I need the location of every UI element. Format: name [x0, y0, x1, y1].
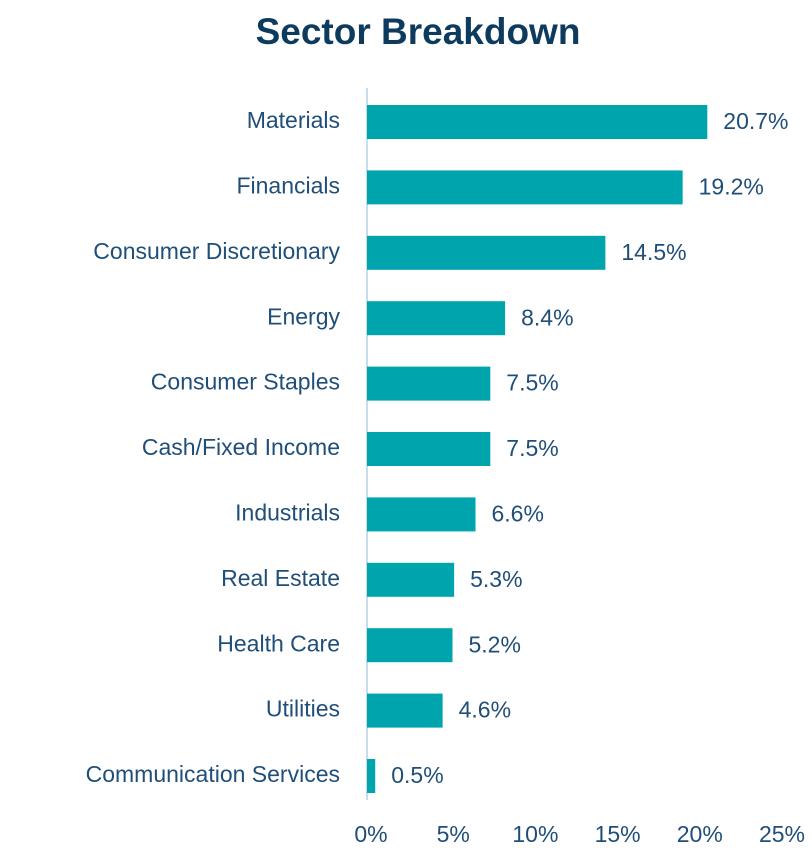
y-tick-label: Financials — [236, 172, 340, 198]
y-tick-label: Consumer Discretionary — [93, 238, 340, 264]
bar — [367, 628, 453, 663]
data-label: 7.5% — [506, 435, 558, 461]
y-tick-label: Consumer Staples — [151, 369, 340, 395]
bar — [367, 170, 683, 205]
x-tick-label: 25% — [759, 821, 805, 847]
y-tick-label: Communication Services — [86, 761, 340, 787]
bar — [367, 235, 606, 270]
data-label: 5.2% — [468, 631, 520, 657]
data-label: 5.3% — [470, 566, 522, 592]
data-label: 0.5% — [391, 762, 443, 788]
data-label: 4.6% — [459, 697, 511, 723]
y-tick-label: Utilities — [266, 696, 340, 722]
data-label: 8.4% — [521, 304, 573, 330]
y-tick-label: Health Care — [217, 630, 340, 656]
x-tick-label: 20% — [677, 821, 723, 847]
bar — [367, 693, 443, 728]
bar — [367, 301, 506, 336]
y-tick-label: Cash/Fixed Income — [142, 434, 340, 460]
y-tick-label: Real Estate — [221, 565, 340, 591]
x-tick-label: 15% — [595, 821, 641, 847]
x-tick-label: 10% — [512, 821, 558, 847]
x-tick-label: 0% — [354, 821, 387, 847]
y-tick-label: Energy — [267, 303, 340, 329]
data-label: 7.5% — [506, 370, 558, 396]
bar — [367, 562, 455, 597]
y-tick-label: Materials — [247, 107, 340, 133]
data-label: 6.6% — [492, 500, 544, 526]
bar — [367, 105, 708, 139]
data-label: 20.7% — [723, 108, 788, 134]
bar — [367, 497, 476, 532]
x-tick-label: 5% — [437, 821, 470, 847]
data-label: 14.5% — [621, 239, 686, 265]
bar — [367, 366, 491, 401]
chart-title: Sector Breakdown — [256, 11, 581, 52]
data-label: 19.2% — [699, 173, 764, 199]
bar — [367, 759, 376, 793]
y-tick-label: Industrials — [235, 499, 340, 525]
bar — [367, 432, 491, 466]
